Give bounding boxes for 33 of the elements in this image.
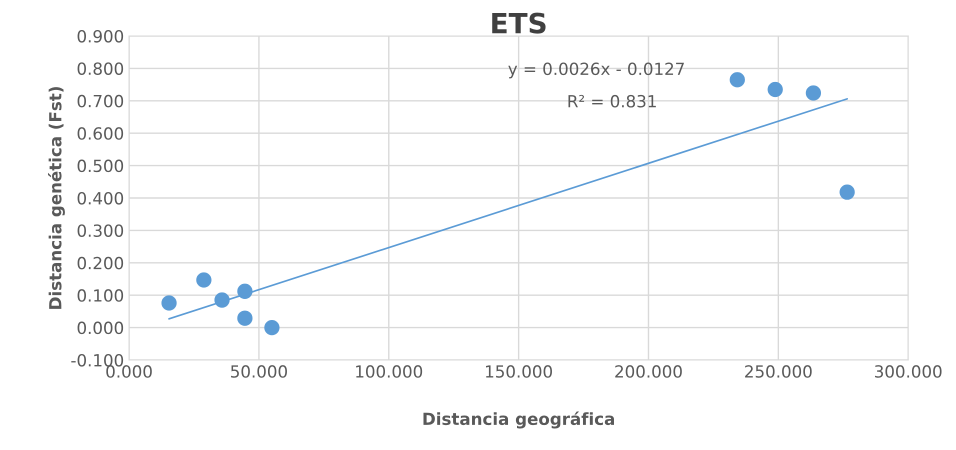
annotation: R² = 0.831 (568, 94, 656, 108)
y-tick-label: 0.800 (78, 62, 124, 75)
x-tick-label: 250.000 (745, 365, 812, 378)
point (730, 72, 745, 88)
x-tick-label: 50.000 (231, 365, 287, 378)
y-tick-label: 0.000 (78, 322, 124, 334)
annotation: y = 0.0026x - 0.0127 (508, 62, 684, 78)
point (196, 272, 212, 288)
x-tick-label: 200.000 (615, 365, 682, 378)
point (237, 284, 253, 299)
y-tick-label: 0.300 (78, 224, 124, 237)
point (264, 320, 280, 336)
x-tick-label: 0.000 (106, 365, 152, 378)
y-tick-label: 0.900 (78, 30, 124, 43)
point (237, 310, 253, 326)
y-tick-label: 0.500 (78, 160, 124, 172)
point (806, 85, 822, 101)
y-tick-label: -0.100 (71, 354, 124, 367)
point (161, 295, 177, 311)
y-tick-label: 0.700 (78, 94, 124, 108)
point (214, 292, 230, 308)
x-tick-label: 100.000 (356, 365, 422, 378)
y-tick-label: 0.100 (78, 289, 124, 302)
y-tick-label: 0.200 (78, 256, 124, 270)
y-axis-title: Distancia genética (Fst) (48, 87, 65, 309)
chart-title: ETS (492, 12, 546, 34)
point (840, 184, 855, 200)
x-tick-label: 150.000 (486, 365, 552, 378)
x-axis-title: Distancia geográfica (423, 412, 614, 428)
point (768, 82, 783, 98)
x-tick-label: 300.000 (875, 365, 942, 378)
y-tick-label: 0.600 (78, 127, 124, 140)
y-tick-label: 0.400 (78, 192, 124, 205)
